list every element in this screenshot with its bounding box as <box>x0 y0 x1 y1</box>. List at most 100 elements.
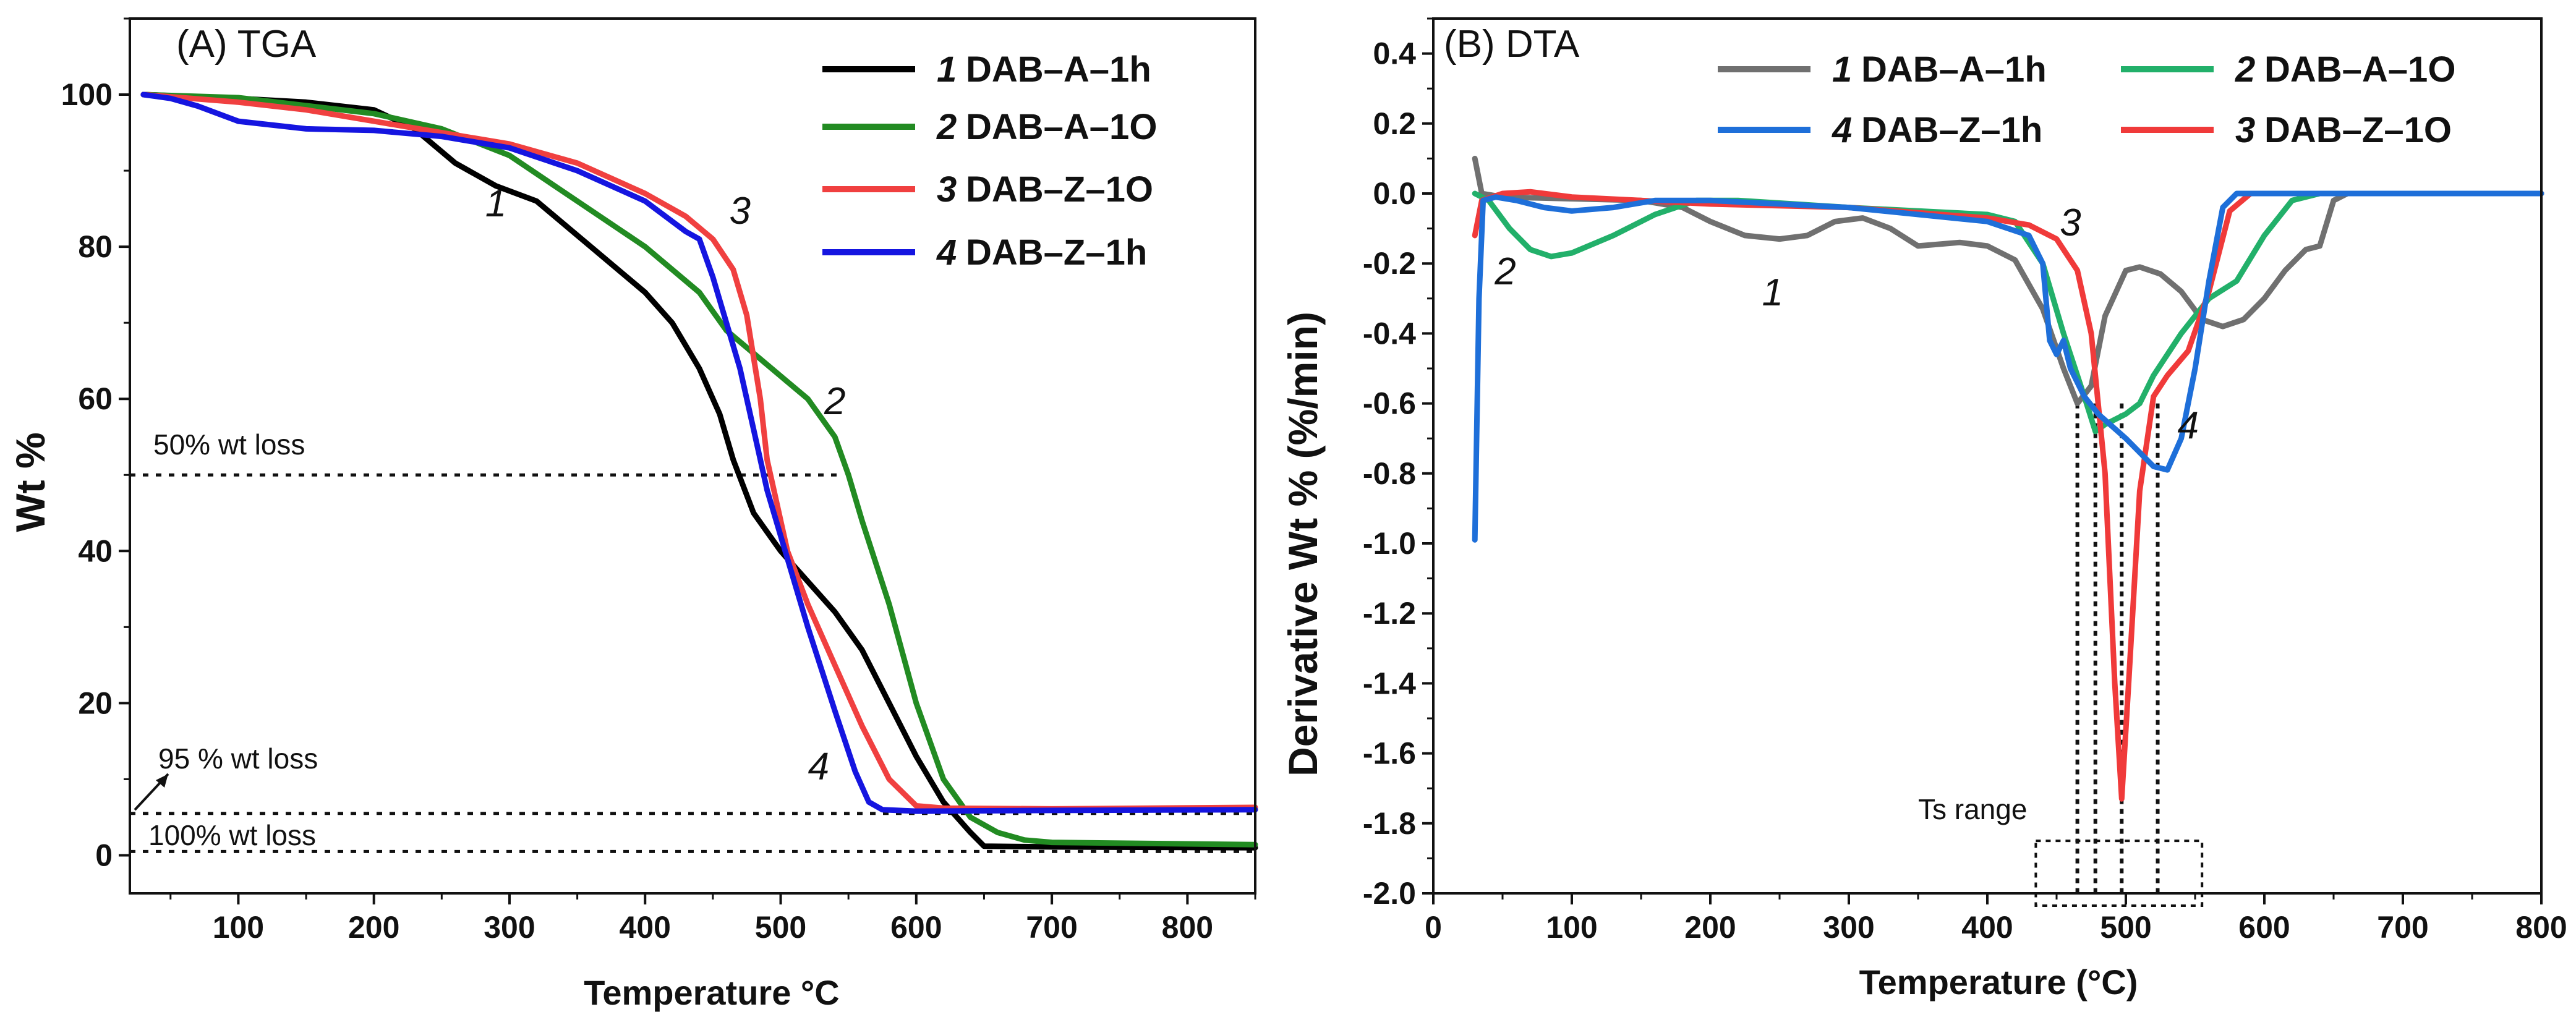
curve-label-2: 2 <box>824 380 845 423</box>
legend-label: DAB–Z–1h <box>966 232 1147 273</box>
legend-number: 1 <box>1832 49 1852 90</box>
x-tick-label: 500 <box>755 910 806 945</box>
panel-b-y-axis-label: Derivative Wt % (%/min) <box>1280 312 1326 776</box>
panel-a-curve-labels: 1 2 3 4 <box>485 182 846 788</box>
panel-b-curve-labels: 1 2 3 4 <box>1494 202 2199 447</box>
curve-label-3: 3 <box>2060 202 2081 244</box>
x-tick-label: 700 <box>1026 910 1077 945</box>
y-tick-label: -0.6 <box>1363 386 1416 421</box>
panel-a-title: (A) TGA <box>176 23 317 66</box>
y-tick-label: -0.8 <box>1363 456 1416 491</box>
legend-item-2-dab-a-1o: 2 DAB–A–1O <box>2121 49 2455 90</box>
series-line-3-dab-z-1o <box>140 91 1258 812</box>
x-tick-label: 400 <box>620 910 671 945</box>
x-tick-label: 400 <box>1961 910 2013 945</box>
legend-label: DAB–Z–1h <box>1861 110 2042 150</box>
y-tick-label: 0.0 <box>1373 176 1416 211</box>
y-tick-label: -2.0 <box>1363 876 1416 911</box>
x-tick-label: 100 <box>213 910 264 945</box>
panel-a-legend: 1 DAB–A–1h2 DAB–A–1O3 DAB–Z–1O4 DAB–Z–1h <box>822 49 1157 273</box>
legend-label: DAB–Z–1O <box>2264 110 2452 150</box>
x-tick-label: 200 <box>1684 910 1736 945</box>
curve-label-4: 4 <box>808 745 829 788</box>
x-tick-label: 500 <box>2100 910 2151 945</box>
curve-label-4: 4 <box>2178 404 2199 447</box>
series-line-1-dab-a-1h <box>1472 155 2544 407</box>
x-tick-label: 600 <box>890 910 942 945</box>
panel-a-ticks: 100 200 300 400 500 600 700 800 0 20 40 60 80 100 <box>61 17 1256 945</box>
y-tick-label: 0 <box>95 838 113 872</box>
y-tick-label: 20 <box>78 686 113 720</box>
y-tick-label: 60 <box>78 381 113 416</box>
x-tick-label: 700 <box>2377 910 2428 945</box>
series-line-2-dab-a-1o <box>1472 190 2544 435</box>
panel-b-ts-range-markers <box>2034 403 2204 907</box>
legend-item-4-dab-z-1h: 4 DAB–Z–1h <box>1718 110 2042 150</box>
panel-a-reference-lines <box>130 473 1255 853</box>
curve-label-2: 2 <box>1494 250 1516 293</box>
panel-a-x-axis-label: Temperature °C <box>584 973 839 1012</box>
x-tick-label: 800 <box>1162 910 1213 945</box>
curve-label-1: 1 <box>1762 271 1783 314</box>
y-tick-label: -0.2 <box>1363 246 1416 281</box>
legend-number: 2 <box>936 107 957 147</box>
x-tick-label: 300 <box>1823 910 1874 945</box>
panel-b-series <box>1472 155 2544 802</box>
ts-range-box <box>2034 840 2204 907</box>
y-tick-label: -1.0 <box>1363 526 1416 561</box>
panel-b-x-axis-label: Temperature (°C) <box>1859 963 2138 1002</box>
legend-label: DAB–A–1h <box>966 49 1151 90</box>
y-tick-label: -1.8 <box>1363 806 1416 841</box>
series-line-4-dab-z-1h <box>1472 190 2544 543</box>
curve-label-1: 1 <box>485 182 506 225</box>
y-tick-label: 100 <box>61 77 113 112</box>
annotation-100-wt-loss: 100% wt loss <box>148 819 316 851</box>
legend-number: 4 <box>936 232 957 273</box>
panel-a-y-axis-label: Wt % <box>7 432 53 532</box>
panel-b-title: (B) DTA <box>1444 23 1580 66</box>
panel-b-dta: 0 100 200 300 400 500 600 700 800 -2.0 -1.8 -1.6 -1.… <box>1280 17 2567 1002</box>
legend-item-3-dab-z-1o: 3 DAB–Z–1O <box>2121 110 2452 150</box>
y-tick-label: -1.4 <box>1363 666 1416 700</box>
x-tick-label: 200 <box>348 910 399 945</box>
y-tick-label: -1.6 <box>1363 736 1416 771</box>
y-tick-label: 0.2 <box>1373 106 1416 141</box>
legend-label: DAB–A–1O <box>966 107 1157 147</box>
y-tick-label: -1.2 <box>1363 596 1416 631</box>
series-line-3-dab-z-1o <box>1472 189 2544 802</box>
legend-number: 3 <box>937 169 957 210</box>
series-line-4-dab-z-1h <box>140 91 1258 814</box>
annotation-ts-range: Ts range <box>1918 793 2027 825</box>
x-tick-label: 300 <box>484 910 535 945</box>
panel-b-ticks: 0 100 200 300 400 500 600 700 800 -2.0 -1.8 -1.6 -1.… <box>1363 17 2567 945</box>
x-tick-label: 800 <box>2515 910 2567 945</box>
legend-item-1-dab-a-1h: 1 DAB–A–1h <box>822 49 1151 90</box>
legend-label: DAB–A–1h <box>1861 49 2047 90</box>
legend-item-1-dab-a-1h: 1 DAB–A–1h <box>1718 49 2047 90</box>
legend-item-2-dab-a-1o: 2 DAB–A–1O <box>822 107 1157 147</box>
panel-a-frame <box>129 17 1256 895</box>
legend-number: 4 <box>1832 110 1852 150</box>
annotation-95-wt-loss: 95 % wt loss <box>158 742 318 775</box>
panel-a-series <box>140 91 1258 851</box>
panel-b-legend: 1 DAB–A–1h 2 DAB–A–1O 4 DAB–Z–1h 3 DAB–Z–1O <box>1718 49 2455 150</box>
y-tick-label: -0.4 <box>1363 316 1416 351</box>
legend-number: 1 <box>937 49 957 90</box>
panel-a-tga: 100 200 300 400 500 600 700 800 0 20 40 60 80 100 1 2 3… <box>7 17 1258 1012</box>
legend-number: 2 <box>2235 49 2255 90</box>
legend-number: 3 <box>2235 110 2255 150</box>
curve-label-3: 3 <box>730 190 751 232</box>
y-tick-label: 80 <box>78 229 113 264</box>
legend-item-4-dab-z-1h: 4 DAB–Z–1h <box>822 232 1147 273</box>
y-tick-label: 0.4 <box>1373 36 1416 71</box>
x-tick-label: 0 <box>1425 910 1442 945</box>
arrow-to-95-wt-loss <box>134 773 169 811</box>
annotation-50-wt-loss: 50% wt loss <box>153 428 305 461</box>
legend-label: DAB–Z–1O <box>966 169 1153 210</box>
y-tick-label: 40 <box>78 534 113 568</box>
x-tick-label: 100 <box>1546 910 1597 945</box>
legend-label: DAB–A–1O <box>2264 49 2455 90</box>
x-tick-label: 600 <box>2238 910 2290 945</box>
legend-item-3-dab-z-1o: 3 DAB–Z–1O <box>822 169 1153 210</box>
